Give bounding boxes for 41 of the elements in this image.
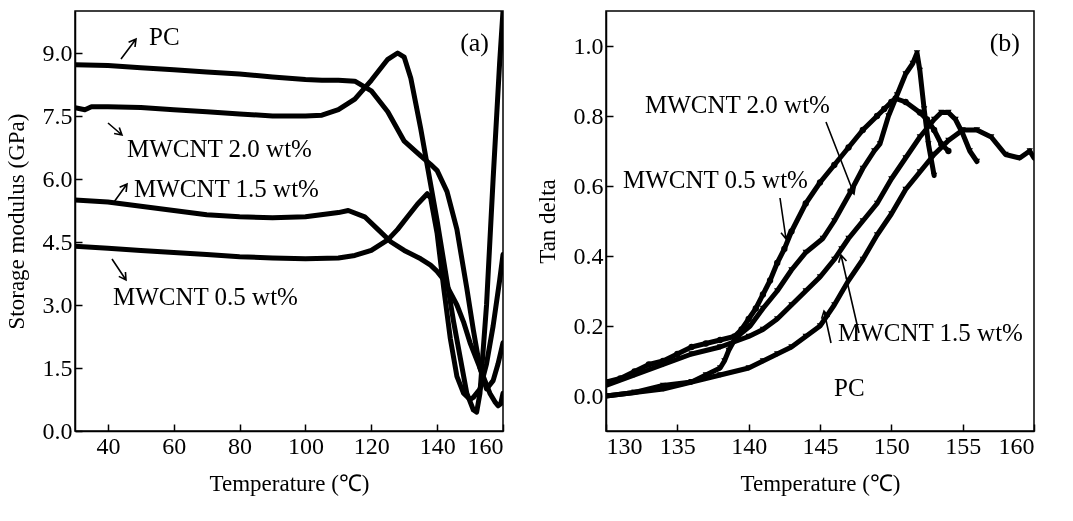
x-axis-title: Temperature (℃) [209, 470, 370, 496]
x-tick-label: 140 [419, 432, 456, 459]
legend-label: MWCNT 1.5 wt% [838, 319, 1023, 346]
x-tick-label: 40 [96, 432, 121, 459]
annotation: (b) [989, 28, 1020, 57]
x-tick-label: 120 [353, 432, 390, 459]
x-tick-label: 155 [945, 432, 982, 459]
series-label: PC [834, 374, 865, 401]
y-axis-title: Tan delta [534, 179, 560, 264]
x-tick-label: 160 [998, 432, 1035, 459]
x-tick-label: 135 [659, 432, 696, 459]
y-tick-label: 1.0 [573, 32, 604, 59]
x-tick-label: 130 [606, 432, 643, 459]
x-tick-label: 145 [802, 432, 839, 459]
y-tick-label: 6.0 [42, 165, 73, 192]
y-tick-label: 0.6 [573, 172, 604, 199]
y-tick-label: 0.0 [42, 417, 73, 444]
y-tick-label: 3.0 [42, 291, 73, 318]
legend-label: MWCNT 1.5 wt% [134, 175, 319, 202]
x-tick-label: 160 [467, 432, 504, 459]
y-tick-label: 4.5 [42, 228, 73, 255]
x-axis-title: Temperature (℃) [740, 470, 901, 496]
series-label: MWCNT 2.0 wt% [127, 135, 312, 162]
legend-label: PC [149, 23, 180, 50]
annotation: (a) [460, 28, 489, 57]
y-tick-label: 0.0 [573, 382, 604, 409]
y-axis-title: Storage modulus (GPa) [3, 113, 29, 330]
series-label: MWCNT 0.5 wt% [623, 166, 808, 193]
y-tick-label: 0.2 [573, 312, 604, 339]
x-tick-label: 150 [873, 432, 910, 459]
y-tick-label: 7.5 [42, 102, 73, 129]
x-tick-label: 140 [731, 432, 768, 459]
y-tick-label: 1.5 [42, 354, 73, 381]
x-tick-label: 60 [162, 432, 187, 459]
text: MWCNT 2.0 wt% [645, 91, 830, 118]
x-tick-label: 80 [228, 432, 253, 459]
y-tick-label: 0.8 [573, 102, 604, 129]
x-tick-label: 100 [287, 432, 324, 459]
y-tick-label: 0.4 [573, 242, 604, 269]
series-label: MWCNT 0.5 wt% [113, 283, 298, 310]
y-tick-label: 9.0 [42, 39, 73, 66]
